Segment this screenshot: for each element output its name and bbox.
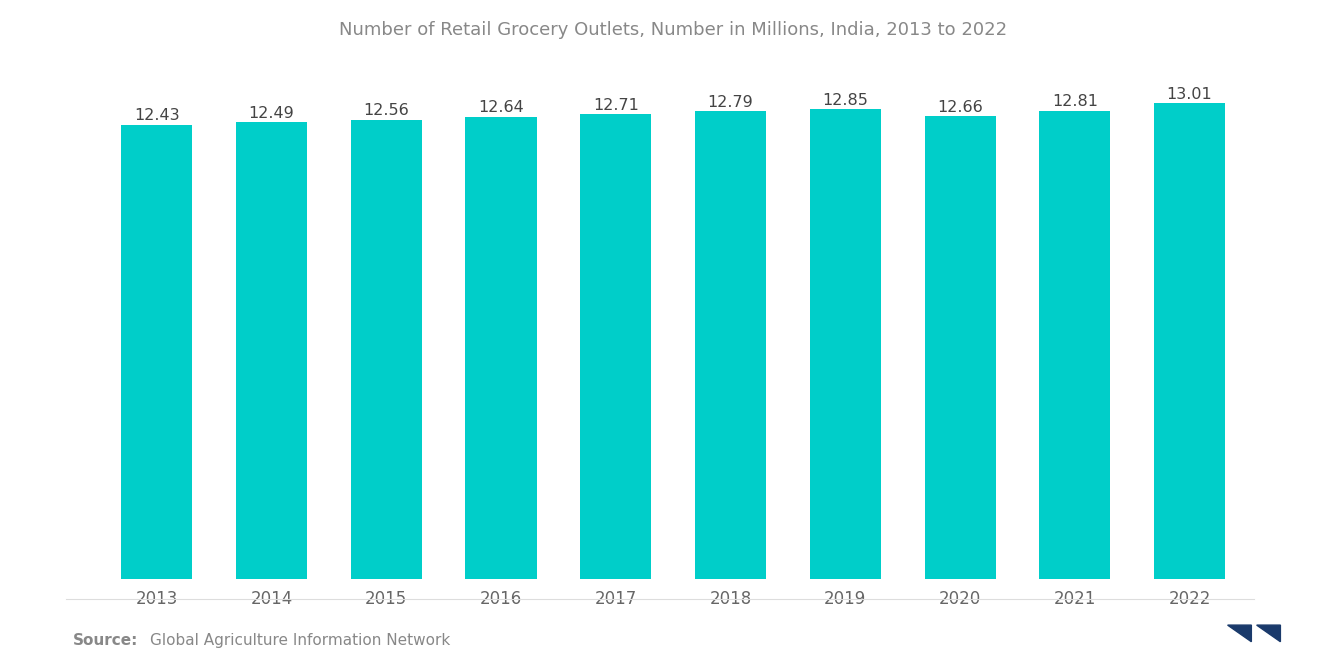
Bar xyxy=(696,111,766,579)
Bar xyxy=(466,117,537,579)
Bar xyxy=(236,122,308,579)
Bar xyxy=(351,120,422,579)
Bar xyxy=(1039,110,1110,579)
Bar xyxy=(121,124,193,579)
Text: 12.49: 12.49 xyxy=(248,106,294,121)
Bar xyxy=(809,109,880,579)
Bar xyxy=(924,116,995,579)
Text: 12.66: 12.66 xyxy=(937,100,983,114)
Text: Global Agriculture Information Network: Global Agriculture Information Network xyxy=(150,633,450,648)
Text: 12.56: 12.56 xyxy=(363,103,409,118)
Text: 12.85: 12.85 xyxy=(822,92,869,108)
Bar xyxy=(581,114,651,579)
Text: Source:: Source: xyxy=(73,633,139,648)
Text: 13.01: 13.01 xyxy=(1167,87,1213,102)
Text: 12.43: 12.43 xyxy=(133,108,180,123)
Bar xyxy=(1154,103,1225,579)
Title: Number of Retail Grocery Outlets, Number in Millions, India, 2013 to 2022: Number of Retail Grocery Outlets, Number… xyxy=(339,21,1007,39)
Text: 12.64: 12.64 xyxy=(478,100,524,115)
Text: 12.79: 12.79 xyxy=(708,95,754,110)
Text: 12.81: 12.81 xyxy=(1052,94,1098,109)
Text: 12.71: 12.71 xyxy=(593,98,639,113)
